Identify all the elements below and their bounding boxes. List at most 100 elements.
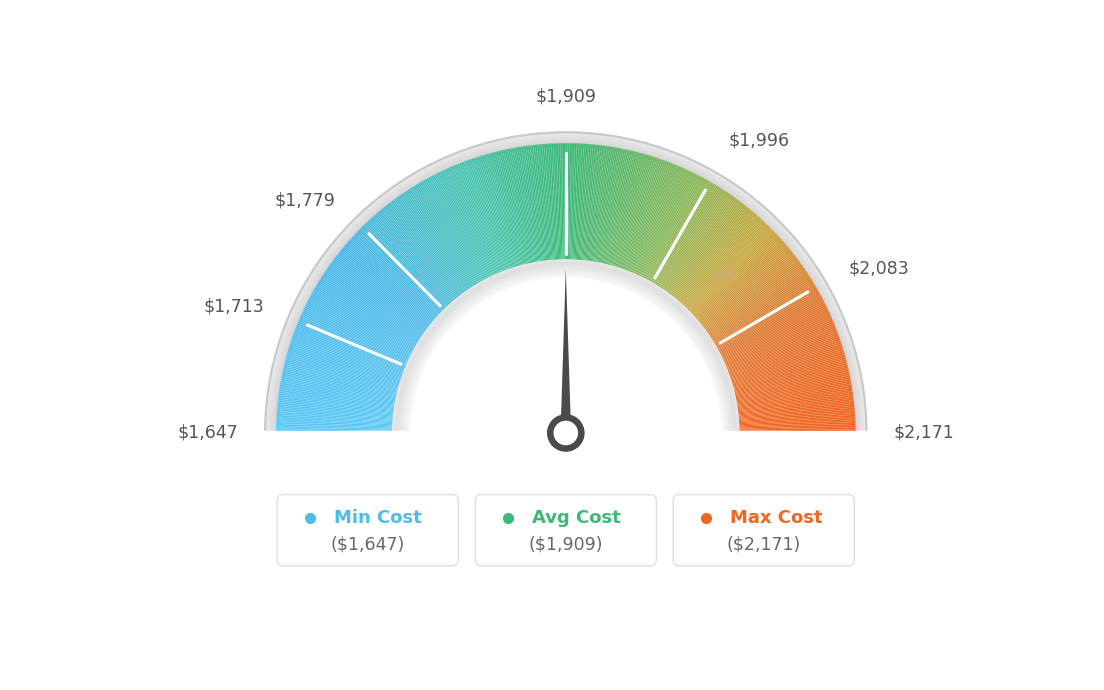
FancyBboxPatch shape bbox=[475, 495, 657, 566]
Wedge shape bbox=[659, 191, 728, 293]
Wedge shape bbox=[267, 135, 864, 433]
Wedge shape bbox=[585, 145, 601, 265]
Wedge shape bbox=[708, 276, 810, 342]
Wedge shape bbox=[492, 152, 523, 270]
Wedge shape bbox=[273, 140, 859, 433]
Wedge shape bbox=[380, 210, 458, 304]
Wedge shape bbox=[631, 166, 681, 278]
FancyBboxPatch shape bbox=[673, 495, 854, 566]
Text: Min Cost: Min Cost bbox=[333, 509, 422, 527]
Wedge shape bbox=[423, 180, 484, 286]
Wedge shape bbox=[730, 364, 848, 394]
Wedge shape bbox=[290, 340, 405, 380]
Wedge shape bbox=[709, 277, 811, 344]
Text: Max Cost: Max Cost bbox=[730, 509, 822, 527]
Wedge shape bbox=[464, 161, 508, 275]
Wedge shape bbox=[596, 148, 620, 267]
Wedge shape bbox=[266, 133, 866, 433]
Wedge shape bbox=[723, 326, 836, 372]
Wedge shape bbox=[729, 354, 845, 388]
Wedge shape bbox=[267, 134, 864, 433]
Wedge shape bbox=[616, 156, 654, 272]
Wedge shape bbox=[607, 152, 638, 269]
Wedge shape bbox=[677, 215, 757, 306]
Wedge shape bbox=[542, 144, 553, 264]
Wedge shape bbox=[300, 315, 412, 365]
Wedge shape bbox=[731, 366, 848, 395]
Wedge shape bbox=[493, 152, 524, 269]
Wedge shape bbox=[473, 158, 512, 273]
Wedge shape bbox=[646, 178, 705, 285]
Wedge shape bbox=[439, 172, 492, 281]
Wedge shape bbox=[288, 347, 404, 384]
Wedge shape bbox=[414, 186, 478, 289]
Wedge shape bbox=[487, 154, 521, 270]
Wedge shape bbox=[709, 279, 813, 344]
Wedge shape bbox=[524, 146, 542, 266]
Wedge shape bbox=[400, 195, 470, 295]
Wedge shape bbox=[626, 162, 671, 275]
Wedge shape bbox=[516, 148, 538, 266]
Wedge shape bbox=[285, 361, 402, 392]
Wedge shape bbox=[581, 144, 593, 265]
Wedge shape bbox=[682, 223, 767, 311]
Wedge shape bbox=[295, 328, 408, 373]
Wedge shape bbox=[666, 199, 737, 297]
Wedge shape bbox=[401, 268, 731, 433]
Wedge shape bbox=[274, 141, 858, 433]
Wedge shape bbox=[400, 266, 732, 433]
Wedge shape bbox=[734, 413, 854, 422]
Wedge shape bbox=[330, 263, 429, 335]
Wedge shape bbox=[713, 292, 820, 351]
Wedge shape bbox=[684, 227, 771, 313]
Wedge shape bbox=[287, 354, 403, 388]
Wedge shape bbox=[420, 181, 481, 287]
Wedge shape bbox=[734, 415, 856, 424]
Text: $2,171: $2,171 bbox=[893, 424, 954, 442]
Wedge shape bbox=[264, 131, 868, 433]
Wedge shape bbox=[703, 264, 803, 335]
Wedge shape bbox=[590, 146, 607, 266]
Wedge shape bbox=[597, 148, 622, 267]
Wedge shape bbox=[302, 310, 413, 362]
Wedge shape bbox=[277, 408, 397, 420]
Wedge shape bbox=[328, 266, 427, 336]
Wedge shape bbox=[322, 275, 424, 342]
Wedge shape bbox=[726, 340, 841, 380]
Wedge shape bbox=[415, 184, 479, 288]
Wedge shape bbox=[294, 331, 407, 375]
Wedge shape bbox=[412, 186, 477, 290]
Wedge shape bbox=[629, 164, 676, 277]
Wedge shape bbox=[732, 380, 851, 404]
Wedge shape bbox=[457, 164, 503, 276]
Wedge shape bbox=[401, 268, 731, 433]
Wedge shape bbox=[690, 236, 779, 319]
Wedge shape bbox=[508, 148, 533, 267]
Wedge shape bbox=[353, 235, 443, 318]
Wedge shape bbox=[537, 144, 550, 265]
Wedge shape bbox=[362, 226, 448, 313]
Wedge shape bbox=[396, 264, 735, 433]
Wedge shape bbox=[602, 150, 629, 268]
Wedge shape bbox=[734, 411, 854, 422]
Wedge shape bbox=[289, 345, 405, 383]
Wedge shape bbox=[726, 344, 842, 382]
Wedge shape bbox=[296, 324, 408, 371]
Wedge shape bbox=[397, 264, 734, 433]
Wedge shape bbox=[386, 204, 463, 300]
Circle shape bbox=[553, 420, 578, 446]
Wedge shape bbox=[622, 159, 664, 274]
Wedge shape bbox=[576, 144, 586, 264]
Wedge shape bbox=[437, 172, 492, 282]
Wedge shape bbox=[662, 195, 733, 295]
Text: ($1,909): ($1,909) bbox=[529, 536, 603, 554]
Wedge shape bbox=[478, 156, 516, 272]
Wedge shape bbox=[501, 150, 529, 268]
Text: $1,996: $1,996 bbox=[729, 131, 790, 149]
Wedge shape bbox=[408, 188, 475, 290]
Wedge shape bbox=[436, 173, 491, 282]
Wedge shape bbox=[622, 159, 662, 273]
Wedge shape bbox=[719, 311, 829, 363]
Wedge shape bbox=[640, 173, 696, 282]
Wedge shape bbox=[704, 266, 804, 336]
